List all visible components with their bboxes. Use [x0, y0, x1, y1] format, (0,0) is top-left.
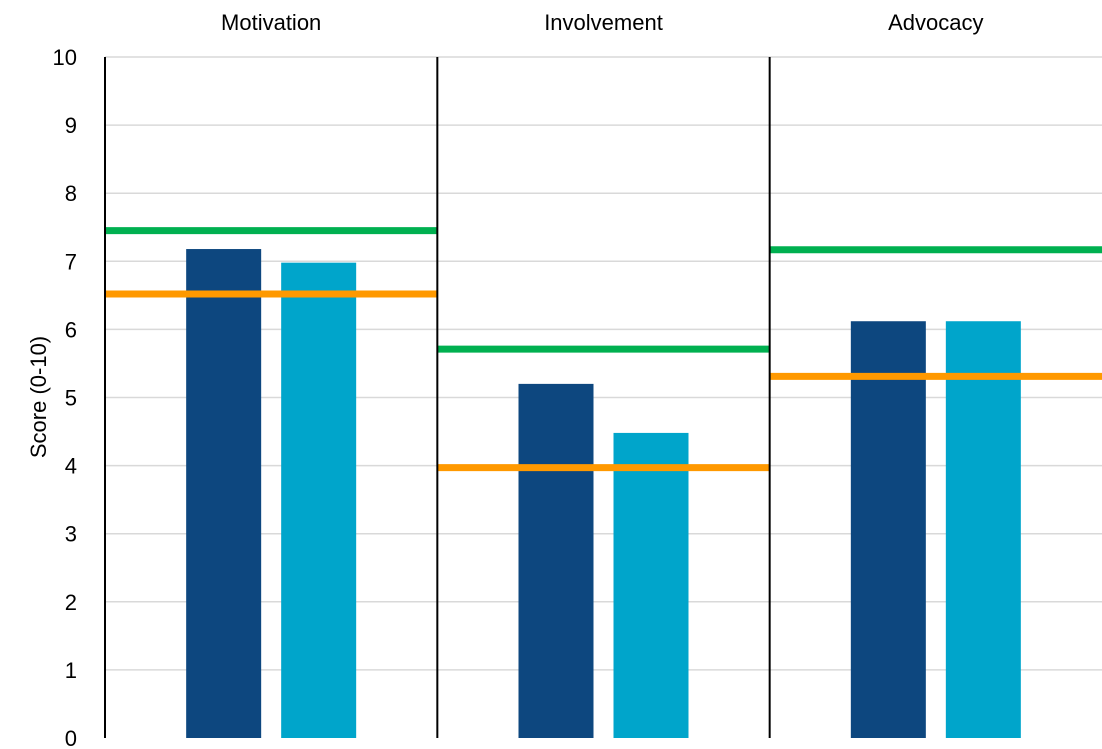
category-label: Involvement	[544, 10, 663, 35]
y-axis-label: Score (0-10)	[26, 336, 51, 458]
y-tick-label: 2	[65, 590, 77, 615]
y-tick-label: 3	[65, 522, 77, 547]
y-tick-label: 5	[65, 386, 77, 411]
gridlines	[105, 56, 1102, 671]
y-tick-label: 4	[65, 454, 77, 479]
bar	[945, 321, 1021, 738]
y-tick-label: 10	[53, 45, 77, 70]
reference-lines	[105, 227, 1102, 472]
category-label: Motivation	[221, 10, 321, 35]
y-tick-label: 7	[65, 249, 77, 274]
category-labels: Motivation Involvement Advocacy	[221, 10, 984, 35]
bars	[186, 249, 1021, 739]
bar	[281, 262, 357, 738]
category-label: Advocacy	[888, 10, 983, 35]
y-tick-label: 9	[65, 113, 77, 138]
y-tick-label: 6	[65, 317, 77, 342]
y-tick-label: 8	[65, 181, 77, 206]
bar	[613, 432, 689, 738]
panel-dividers	[104, 57, 771, 738]
bar	[850, 321, 926, 738]
y-tick-labels: 0 1 2 3 4 5 6 7 8 9 10	[53, 45, 77, 749]
bar	[186, 249, 262, 739]
y-tick-label: 0	[65, 726, 77, 749]
bar	[518, 383, 594, 738]
y-tick-label: 1	[65, 658, 77, 683]
